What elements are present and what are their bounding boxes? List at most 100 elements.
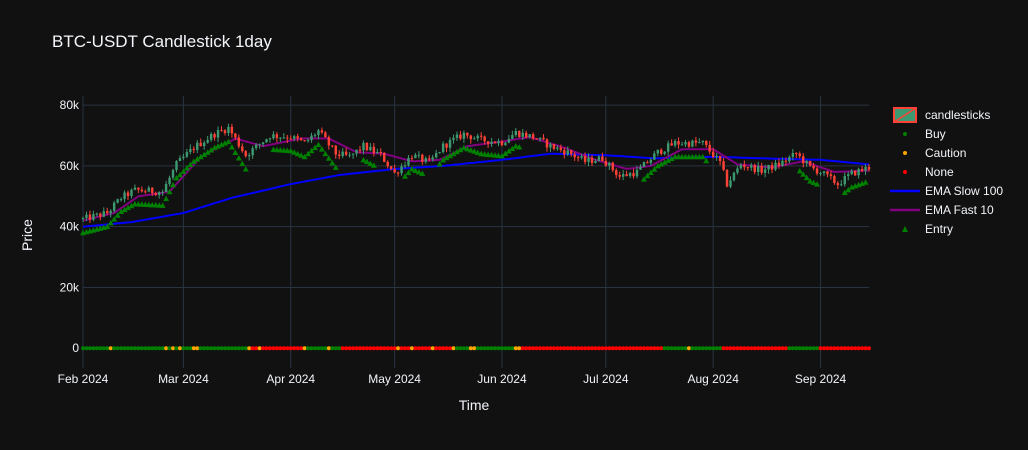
candle-body: [556, 147, 559, 149]
candle-body: [708, 144, 711, 152]
signal-caution-dot: [177, 346, 182, 351]
candle-body: [428, 158, 431, 160]
candle-body: [597, 156, 601, 162]
candle-body: [576, 157, 580, 159]
entry-marker: [845, 186, 852, 193]
candle-body: [244, 151, 247, 157]
signal-buy-dot: [205, 346, 210, 351]
candle-body: [711, 151, 715, 158]
candle-body: [147, 187, 151, 192]
candle-body: [185, 152, 189, 157]
candle-body: [729, 180, 732, 187]
candle-body: [403, 165, 407, 167]
entry-marker: [516, 144, 523, 150]
signal-buy-dot: [700, 346, 705, 351]
signal-buy-dot: [122, 346, 127, 351]
candle-body: [376, 152, 379, 154]
entry-marker: [412, 167, 419, 173]
signal-buy-dot: [209, 346, 214, 351]
candle-body: [341, 151, 344, 156]
signal-none-dot: [721, 346, 726, 351]
legend-label: Caution: [925, 146, 966, 160]
entry-marker: [305, 150, 312, 157]
candle-body: [587, 157, 590, 162]
signal-buy-dot: [499, 346, 504, 351]
signal-buy-dot: [229, 346, 234, 351]
signal-none-dot: [389, 346, 394, 351]
candle-body: [760, 165, 763, 173]
candle-body: [847, 174, 850, 176]
candle-body: [483, 136, 486, 142]
signal-none-dot: [593, 346, 598, 351]
candle-body: [670, 143, 673, 146]
entry-marker: [180, 168, 187, 174]
candle-body: [365, 142, 369, 151]
signal-buy-dot: [306, 346, 311, 351]
entry-marker: [807, 178, 814, 184]
signal-buy-dot: [153, 346, 158, 351]
legend-label: EMA Fast 10: [925, 203, 994, 217]
candle-body: [192, 148, 196, 150]
signal-none-dot: [354, 346, 359, 351]
candle-body: [746, 167, 750, 169]
signal-none-dot: [271, 346, 276, 351]
x-tick-label: Sep 2024: [795, 372, 847, 386]
legend[interactable]: candlesticks Buy Caution None EMA Slow 100 EM…: [890, 107, 1003, 236]
entry-marker: [467, 147, 474, 153]
legend-caution-dot: [903, 151, 907, 155]
candle-body: [144, 191, 147, 193]
candle-body: [130, 189, 133, 197]
signal-none-dot: [856, 346, 861, 351]
candle-body: [615, 170, 618, 176]
legend-item[interactable]: EMA Slow 100: [890, 184, 1003, 198]
legend-item[interactable]: Buy: [903, 127, 946, 141]
signal-none-dot: [607, 346, 612, 351]
candle-body: [313, 135, 317, 137]
signal-none-dot: [752, 346, 757, 351]
legend-item[interactable]: Entry: [902, 222, 953, 236]
entry-marker: [436, 161, 443, 167]
candle-body: [753, 165, 756, 173]
legend-item[interactable]: EMA Fast 10: [890, 203, 994, 217]
entry-marker: [232, 149, 239, 156]
candle-body: [133, 187, 137, 190]
signal-none-dot: [534, 346, 539, 351]
y-tick-label: 80k: [60, 98, 80, 112]
candle-body: [161, 191, 164, 193]
candle-body: [656, 149, 659, 154]
signal-none-dot: [281, 346, 286, 351]
y-tick-label: 0: [72, 341, 79, 355]
candle-body: [511, 135, 514, 139]
legend-item[interactable]: Caution: [903, 146, 966, 160]
signal-none-dot: [288, 346, 293, 351]
entry-marker: [208, 146, 215, 153]
entry-marker: [318, 146, 325, 152]
legend-item[interactable]: candlesticks: [893, 107, 990, 123]
signal-none-dot: [572, 346, 577, 351]
signal-none-dot: [531, 346, 536, 351]
signal-none-dot: [427, 346, 432, 351]
signal-buy-dot: [693, 346, 698, 351]
candle-body: [317, 130, 320, 136]
candle-body: [777, 162, 781, 166]
signal-none-dot: [863, 346, 868, 351]
candle-body: [736, 168, 739, 173]
signal-none-dot: [565, 346, 570, 351]
entry-marker: [370, 162, 377, 168]
signal-buy-dot: [157, 346, 162, 351]
candle-body: [178, 158, 182, 162]
entry-marker: [640, 176, 647, 182]
signal-none-dot: [261, 346, 266, 351]
candle-body: [507, 138, 511, 143]
signal-buy-dot: [222, 346, 227, 351]
signal-buy-dot: [84, 346, 89, 351]
legend-item[interactable]: None: [903, 165, 954, 179]
entry-marker: [194, 156, 201, 162]
entry-marker: [505, 148, 512, 154]
candle-body: [538, 137, 542, 140]
candle-body: [417, 154, 421, 156]
candle-body: [864, 166, 867, 171]
entry-marker: [322, 150, 329, 157]
signal-none-dot: [759, 346, 764, 351]
